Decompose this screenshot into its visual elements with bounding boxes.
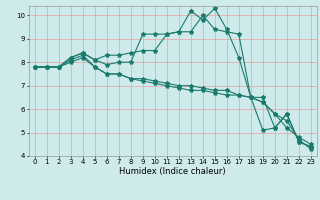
X-axis label: Humidex (Indice chaleur): Humidex (Indice chaleur) [119, 167, 226, 176]
